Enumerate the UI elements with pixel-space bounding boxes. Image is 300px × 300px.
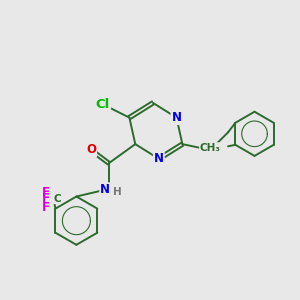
Text: F: F	[41, 201, 50, 214]
Text: Cl: Cl	[96, 98, 110, 111]
Text: S: S	[206, 143, 214, 157]
Text: N: N	[172, 111, 182, 124]
Text: O: O	[86, 143, 96, 157]
Text: F: F	[41, 192, 50, 205]
Text: N: N	[154, 152, 164, 165]
Text: CH₃: CH₃	[200, 143, 221, 153]
Text: H: H	[112, 187, 122, 197]
Text: N: N	[100, 183, 110, 196]
Text: F: F	[41, 186, 50, 199]
Text: C: C	[53, 194, 61, 204]
